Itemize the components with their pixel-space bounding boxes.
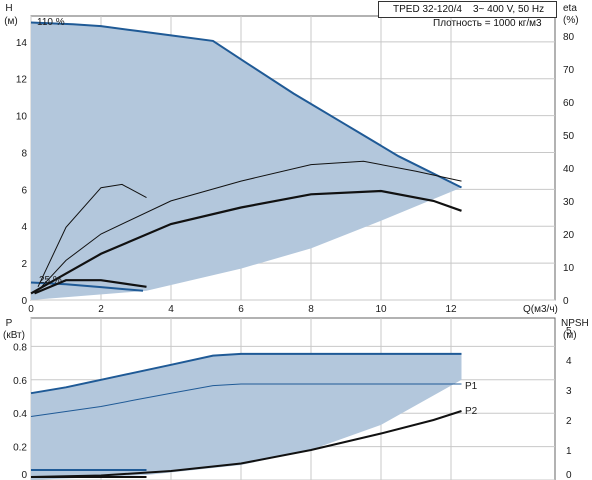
x-tick-0: 0 <box>28 304 34 315</box>
density-label: Плотность = 1000 кг/м3 <box>433 18 542 29</box>
npsh-curve <box>30 410 462 478</box>
annotation-25: 25 % <box>39 275 62 286</box>
top-y-tick-0: 0 <box>21 296 27 307</box>
top-y2-tick-4: 40 <box>563 164 575 175</box>
top-y-tick-6: 12 <box>16 75 28 86</box>
eta-curve-thin <box>41 160 462 288</box>
bottom-y-tick-1: 0.2 <box>13 443 27 454</box>
bottom-y2-tick-5: 5 <box>566 326 572 337</box>
top-y2-axis-unit: (%) <box>563 15 579 26</box>
top-y2-tick-5: 50 <box>563 131 575 142</box>
bottom-operating-area <box>31 353 462 480</box>
eta-min-curve-thin <box>37 183 147 288</box>
pump-info-box: TPED 32-120/4 3~ 400 V, 50 Hz <box>378 1 557 18</box>
eta-curve-thick <box>30 189 462 295</box>
bottom-y2-tick-4: 4 <box>566 356 572 367</box>
top-y2-tick-6: 60 <box>563 98 575 109</box>
x-axis-label: Q(м3/ч) <box>523 304 558 315</box>
top-y-tick-5: 10 <box>16 112 28 123</box>
annotation-110: 110 % <box>37 17 65 28</box>
bottom-y-tick-0: 0 <box>21 470 27 480</box>
bottom-y2-axis-unit: (м) <box>563 330 577 341</box>
head-curve-110 <box>30 21 462 189</box>
bottom-y2-tick-2: 2 <box>566 416 572 427</box>
pump-power-label: 3~ 400 V, 50 Hz <box>473 4 545 15</box>
bottom-y-tick-4: 0.8 <box>13 342 27 353</box>
x-tick-5: 10 <box>375 304 387 315</box>
x-tick-6: 12 <box>445 304 457 315</box>
bottom-y-tick-2: 0.4 <box>13 409 27 420</box>
top-y-tick-1: 2 <box>21 259 27 270</box>
x-tick-3: 6 <box>238 304 244 315</box>
bottom-y-tick-3: 0.6 <box>13 376 27 387</box>
p2-curve <box>30 383 462 417</box>
top-y2-tick-8: 80 <box>563 32 575 43</box>
top-y2-tick-7: 70 <box>563 65 575 76</box>
bottom-y-axis-label: P <box>6 318 13 329</box>
top-y2-axis-label: eta <box>563 3 577 14</box>
top-operating-area <box>31 22 462 300</box>
top-y2-tick-0: 0 <box>563 296 569 307</box>
x-tick-1: 2 <box>98 304 104 315</box>
top-y-tick-4: 8 <box>21 148 27 159</box>
top-y2-tick-2: 20 <box>563 230 575 241</box>
annotation-p2: P2 <box>465 406 478 417</box>
bottom-y-axis-unit: (кВт) <box>3 330 25 341</box>
pump-model-label: TPED 32-120/4 <box>393 4 462 15</box>
top-y2-tick-3: 30 <box>563 197 575 208</box>
top-y-axis-label: H <box>5 3 12 14</box>
eta-min-curve-thick <box>34 279 147 295</box>
top-y2-tick-1: 10 <box>563 263 575 274</box>
p1-curve <box>30 352 462 395</box>
x-tick-4: 8 <box>308 304 314 315</box>
bottom-y2-tick-1: 1 <box>566 446 572 457</box>
bottom-y2-axis-label: NPSH <box>561 318 589 329</box>
annotation-p1: P1 <box>465 381 478 392</box>
bottom-y2-tick-3: 3 <box>566 386 572 397</box>
top-y-tick-3: 6 <box>21 185 27 196</box>
bottom-y2-tick-0: 0 <box>566 470 572 480</box>
top-y-tick-7: 14 <box>16 38 28 49</box>
x-tick-2: 4 <box>168 304 174 315</box>
top-y-axis-unit: (м) <box>4 16 18 27</box>
top-y-tick-2: 4 <box>21 222 27 233</box>
